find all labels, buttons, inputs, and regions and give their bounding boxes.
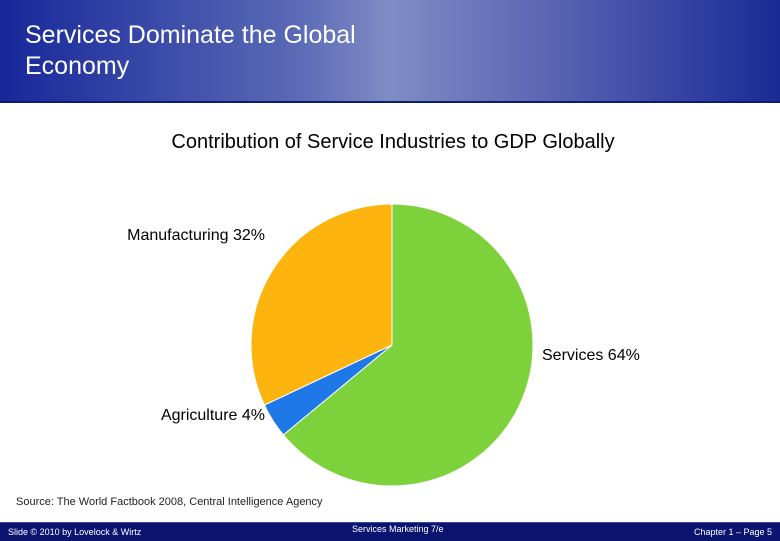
footer-page: Chapter 1 – Page 5: [693, 527, 772, 537]
slide-header: Services Dominate the Global Economy: [0, 0, 780, 103]
slice-label-agriculture: Agriculture 4%: [161, 407, 265, 424]
slice-label-manufacturing: Manufacturing 32%: [127, 227, 265, 244]
pie-slice-manufacturing: [250, 203, 393, 406]
slide-title-line-1: Services Dominate the Global: [25, 21, 356, 49]
slide-title-line-2: Economy: [25, 52, 130, 80]
slice-label-services: Services 64%: [542, 347, 640, 364]
slide-footer: Slide © 2010 by Lovelock & Wirtz Service…: [0, 522, 780, 541]
chart-title: Contribution of Service Industries to GD…: [171, 131, 615, 153]
source-note: Source: The World Factbook 2008, Central…: [16, 496, 323, 508]
footer-book: Services Marketing 7/e: [352, 524, 444, 534]
pie-slice-services: [282, 203, 534, 487]
slide-title: Services Dominate the Global Economy: [25, 20, 356, 82]
footer-copyright: Slide © 2010 by Lovelock & Wirtz: [8, 527, 142, 537]
